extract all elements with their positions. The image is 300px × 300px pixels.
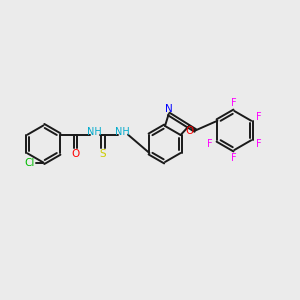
Text: NH: NH	[115, 127, 130, 137]
Text: F: F	[207, 140, 213, 149]
Text: F: F	[256, 112, 261, 122]
Text: Cl: Cl	[25, 158, 35, 168]
Text: F: F	[256, 140, 261, 149]
Text: S: S	[100, 149, 106, 159]
Text: N: N	[165, 103, 172, 114]
Text: O: O	[71, 149, 79, 159]
Text: NH: NH	[87, 127, 102, 137]
Text: F: F	[232, 153, 237, 164]
Text: F: F	[232, 98, 237, 108]
Text: O: O	[185, 126, 193, 136]
